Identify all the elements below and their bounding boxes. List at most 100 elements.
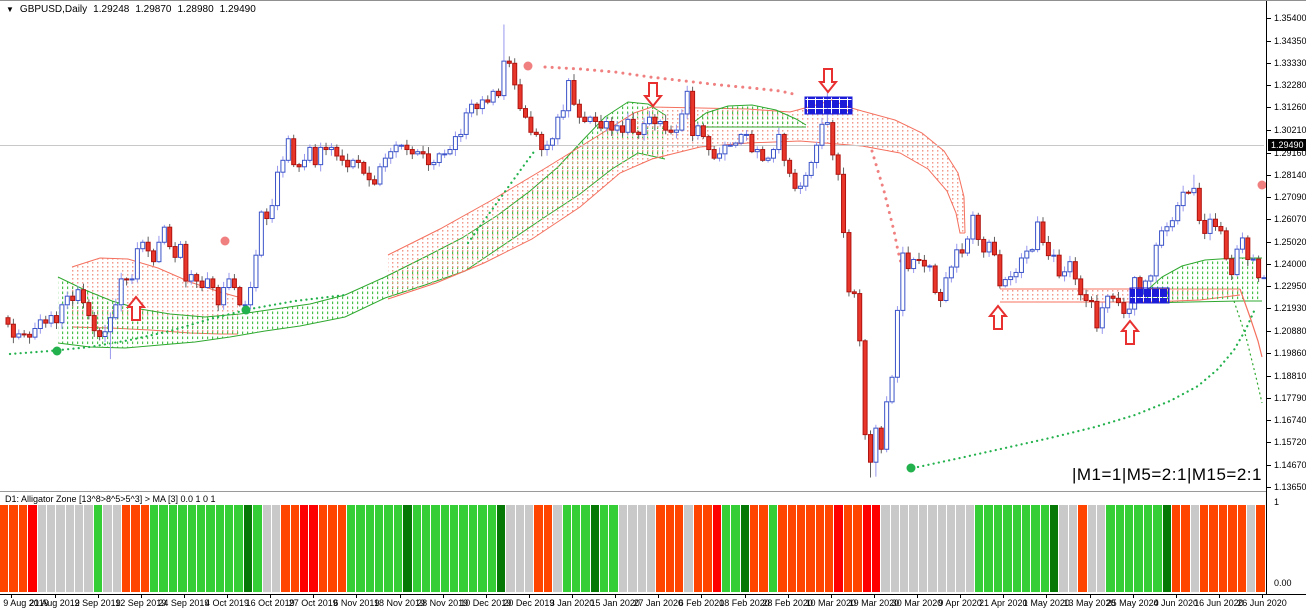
indicator-bar [871, 505, 881, 592]
date-tick-mark [615, 595, 617, 598]
indicator-bar [1096, 505, 1106, 592]
indicator-bar [1256, 505, 1265, 592]
indicator-bar [1237, 505, 1246, 592]
indicator-bar [721, 505, 731, 592]
indicator-bar [665, 505, 674, 592]
price-tick-label: 1.25020 [1274, 236, 1306, 247]
indicator-bar [1228, 505, 1237, 592]
timeframe-ratio-label: |M1=1|M5=2:1|M15=2:1 [1071, 465, 1262, 484]
indicator-bar [140, 505, 149, 592]
signal-dots [52, 61, 1266, 473]
indicator-bar [703, 505, 712, 592]
signal-rectangle [804, 96, 853, 115]
indicator-bar [778, 505, 787, 592]
date-tick-label: 2 Sep 2019 [74, 598, 121, 608]
indicator-bar [365, 505, 374, 592]
date-tick-mark [528, 595, 530, 598]
indicator-bar [356, 505, 365, 592]
indicator-bar [46, 505, 56, 592]
indicator-bar [1218, 505, 1228, 592]
date-tick-mark [1046, 595, 1048, 598]
indicator-bar [1012, 505, 1021, 592]
date-tick-label: 12 Sep 2019 [115, 598, 167, 608]
signal-arrows [125, 68, 1141, 345]
price-tick-mark [1267, 40, 1271, 42]
price-tick-label: 1.14670 [1274, 460, 1306, 470]
date-tick-label: 6 Nov 2019 [333, 598, 380, 608]
date-tick-mark [97, 595, 99, 598]
indicator-bar [121, 505, 131, 592]
indicator-title-label[interactable]: D1: Alligator Zone [13^8>8^5>5^3] > MA [… [2, 494, 219, 504]
indicator-bar [318, 505, 328, 592]
date-tick-label: 4 Oct 2019 [204, 598, 250, 608]
date-tick-mark [356, 595, 358, 598]
date-tick-mark [1262, 595, 1263, 598]
indicator-bar [918, 505, 928, 592]
green-signal-dot [906, 463, 916, 473]
indicator-bar [609, 505, 618, 592]
indicator-bar [993, 505, 1003, 592]
indicator-bar [215, 505, 224, 592]
date-tick-mark [270, 595, 272, 598]
indicator-bar [1078, 505, 1087, 592]
indicator-bar [1031, 505, 1040, 592]
indicator-panel[interactable]: D1: Alligator Zone [13^8>8^5>5^3] > MA [… [0, 493, 1266, 593]
symbol-timeframe-label: GBPUSD,Daily [19, 4, 88, 15]
price-tick-label: 1.20880 [1274, 326, 1306, 337]
indicator-bar [881, 505, 890, 592]
indicator-bar [281, 505, 290, 592]
date-tick-label: 18 Feb 2020 [719, 598, 770, 608]
indicator-bar [553, 505, 562, 592]
date-tick-mark [399, 595, 401, 598]
indicator-bar [759, 505, 768, 592]
indicator-bar [346, 505, 356, 592]
date-tick-label: 1 May 2020 [1022, 598, 1070, 608]
indicator-bar [600, 505, 609, 592]
quote-high: 1.29870 [135, 4, 172, 15]
indicator-bar [1181, 505, 1190, 592]
indicator-bar [543, 505, 553, 592]
current-price-badge: 1.29490 [1268, 139, 1306, 152]
price-tick-mark [1267, 129, 1271, 131]
price-chart[interactable] [0, 1, 1266, 494]
price-axis[interactable]: 1.29490 1 0.00 1.35400 1.34350 1.33330 1.32… [1266, 1, 1306, 594]
price-tick-mark [1267, 219, 1271, 221]
date-tick-label: 16 Oct 2019 [245, 598, 295, 608]
indicator-bar [946, 505, 956, 592]
indicator-bar [112, 505, 121, 592]
date-tick-mark [11, 595, 13, 598]
price-tick-label: 1.29160 [1274, 147, 1306, 158]
signal-rectangle [1129, 287, 1170, 304]
indicator-bar [740, 505, 749, 592]
date-tick-mark [787, 595, 789, 598]
indicator-bar [75, 505, 84, 592]
indicator-bar [262, 505, 271, 592]
quote-expander-icon[interactable]: ▼ [6, 4, 14, 14]
date-tick-label: 10 Mar 2020 [805, 598, 857, 608]
indicator-scale-min: 0.00 [1274, 578, 1292, 588]
date-tick-mark [572, 595, 573, 598]
indicator-bar [168, 505, 178, 592]
indicator-bar [862, 505, 871, 592]
price-tick-mark [1267, 375, 1271, 377]
indicator-bar [937, 505, 946, 592]
indicator-bar [440, 505, 449, 592]
price-tick-mark [1267, 286, 1271, 288]
window-splitter[interactable] [0, 491, 1266, 495]
date-tick-mark [1218, 595, 1220, 598]
date-tick-label: 19 Mar 2020 [848, 598, 900, 608]
indicator-bar [28, 505, 37, 592]
quote-low: 1.28980 [177, 4, 214, 15]
indicator-bar [825, 505, 834, 592]
indicator-bar [337, 505, 346, 592]
price-tick-label: 1.35400 [1274, 13, 1306, 23]
indicator-bar [534, 505, 543, 592]
time-axis[interactable]: 9 Aug 2019 21 Aug 2019 2 Sep 2019 12 Sep 20… [0, 594, 1306, 608]
indicator-bar [637, 505, 646, 592]
date-tick-mark [227, 595, 228, 598]
indicator-bars [0, 505, 1265, 592]
date-tick-label: 27 Jan 2020 [633, 598, 684, 608]
indicator-bar [1040, 505, 1049, 592]
indicator-bar [965, 505, 974, 592]
date-tick-label: 24 Sep 2019 [158, 598, 210, 608]
